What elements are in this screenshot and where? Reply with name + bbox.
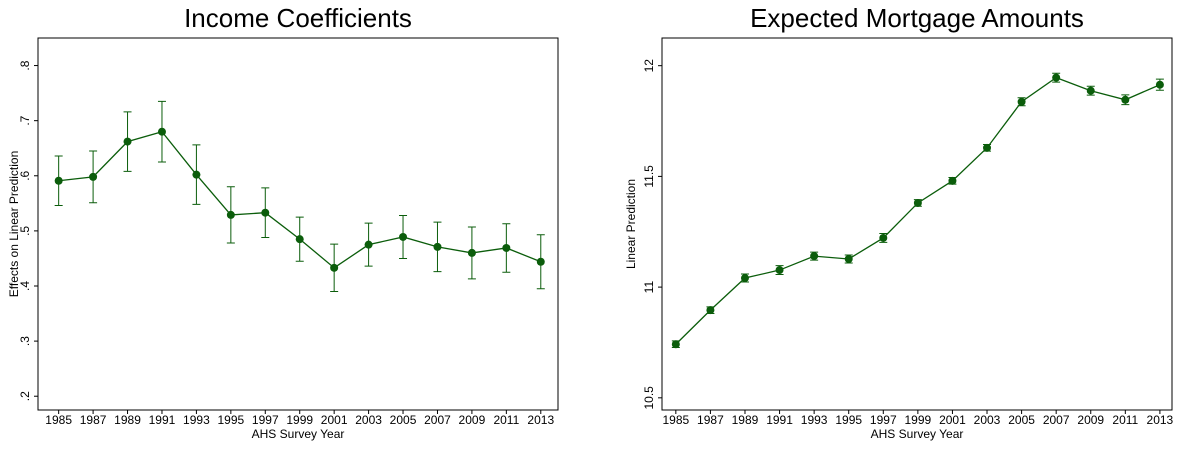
point (261, 208, 270, 217)
x-tick-label: 1989 (114, 413, 141, 427)
point (399, 232, 408, 241)
y-tick-label: .3 (18, 336, 32, 346)
y-tick-label: .6 (18, 170, 32, 180)
y-tick-label: .7 (18, 115, 32, 125)
x-tick-label: 2009 (459, 413, 486, 427)
x-tick-label: 1997 (252, 413, 279, 427)
x-tick-label: 1999 (286, 413, 313, 427)
x-tick-label: 2013 (527, 413, 554, 427)
y-tick-label: 10.5 (642, 386, 656, 410)
x-tick-label: 2003 (974, 413, 1001, 427)
point (1017, 97, 1026, 106)
x-tick-label: 1993 (183, 413, 210, 427)
x-tick-label: 2001 (939, 413, 966, 427)
point (54, 176, 63, 185)
x-tick-label: 1997 (870, 413, 897, 427)
x-tick-label: 2013 (1147, 413, 1174, 427)
point (1052, 73, 1061, 82)
point (330, 263, 339, 272)
plot-frame (661, 37, 1173, 411)
y-tick-label: 11.5 (642, 165, 656, 188)
point (740, 274, 749, 283)
point (89, 172, 98, 181)
point (433, 242, 442, 251)
point (157, 127, 166, 136)
x-tick-label: 2003 (355, 413, 382, 427)
point (123, 137, 132, 146)
point (879, 233, 888, 242)
point (192, 170, 201, 179)
point (1086, 86, 1095, 95)
point (983, 143, 992, 152)
x-tick-label: 1991 (766, 413, 793, 427)
point (364, 240, 373, 249)
y-tick-label: 12 (642, 59, 656, 73)
point (844, 254, 853, 263)
chart-title: Expected Mortgage Amounts (750, 3, 1084, 33)
y-axis-label: Effects on Linear Prediction (7, 151, 21, 298)
point (706, 306, 715, 315)
x-tick-label: 2001 (321, 413, 348, 427)
point (467, 248, 476, 257)
x-tick-label: 1989 (732, 413, 759, 427)
x-tick-label: 1991 (149, 413, 176, 427)
point (948, 176, 957, 185)
x-axis-label: AHS Survey Year (871, 427, 964, 441)
x-tick-label: 2009 (1077, 413, 1104, 427)
y-tick-label: 11 (642, 281, 656, 294)
x-tick-label: 1987 (697, 413, 724, 427)
point (536, 257, 545, 266)
point (226, 210, 235, 219)
plot-frame (37, 37, 559, 411)
x-tick-label: 1995 (217, 413, 244, 427)
chart-title: Income Coefficients (184, 3, 412, 33)
x-tick-label: 1985 (45, 413, 72, 427)
x-tick-label: 1987 (80, 413, 107, 427)
y-tick-label: .4 (18, 281, 32, 291)
point (1155, 80, 1164, 89)
x-tick-label: 1993 (801, 413, 828, 427)
point (1121, 95, 1130, 104)
y-tick-label: .2 (18, 391, 32, 401)
point (913, 198, 922, 207)
point (502, 243, 511, 252)
x-axis-label: AHS Survey Year (252, 427, 345, 441)
series-line (675, 76, 1161, 345)
x-tick-label: 2007 (1043, 413, 1070, 427)
x-tick-label: 1995 (835, 413, 862, 427)
point (810, 252, 819, 261)
y-axis-label: Linear Prediction (624, 179, 638, 269)
y-tick-label: .8 (18, 60, 32, 70)
x-tick-label: 2007 (424, 413, 451, 427)
point (295, 235, 304, 244)
x-tick-label: 2011 (493, 413, 519, 427)
x-tick-label: 2011 (1112, 413, 1138, 427)
x-tick-label: 2005 (1008, 413, 1035, 427)
x-tick-label: 1999 (905, 413, 932, 427)
x-tick-label: 1985 (662, 413, 689, 427)
y-tick-label: .5 (18, 226, 32, 236)
point (775, 266, 784, 275)
point (671, 340, 680, 349)
x-tick-label: 2005 (390, 413, 417, 427)
